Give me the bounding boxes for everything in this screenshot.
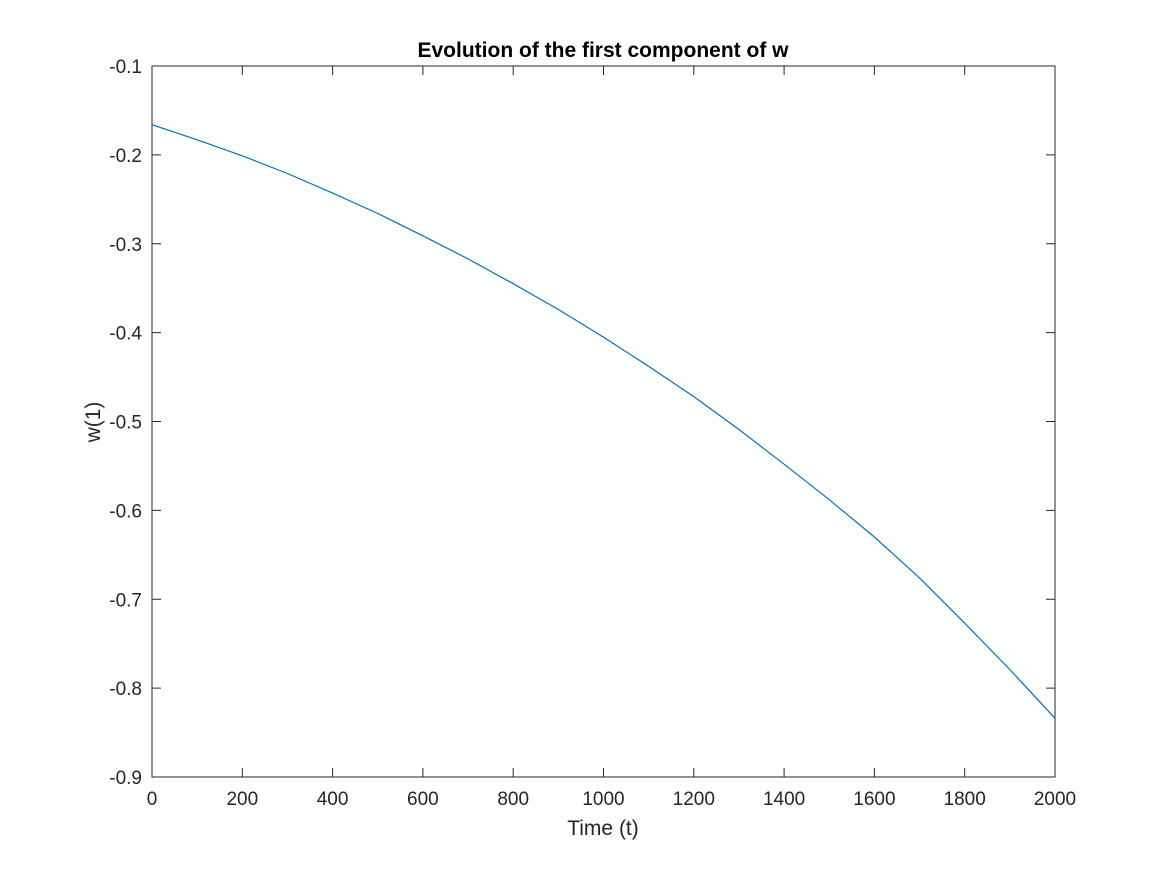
series-line	[151, 124, 1056, 719]
y-tick-label: -0.7	[109, 590, 142, 611]
x-tick-label: 600	[407, 789, 439, 810]
x-tick-label: 1200	[673, 789, 715, 810]
y-tick-label: -0.9	[109, 768, 142, 789]
x-tick-label: 1600	[853, 789, 895, 810]
axes-box	[151, 65, 1056, 778]
x-tick-label: 1800	[944, 789, 986, 810]
chart-title: Evolution of the first component of w	[418, 39, 790, 62]
x-tick-label: 800	[497, 789, 529, 810]
y-tick-label: -0.4	[109, 324, 142, 345]
x-tick-label: 1000	[582, 789, 624, 810]
y-tick-label: -0.8	[109, 679, 142, 700]
x-tick-label: 400	[317, 789, 349, 810]
y-tick-label: -0.3	[109, 235, 142, 256]
x-tick-label: 1400	[763, 789, 805, 810]
x-tick-label: 200	[226, 789, 258, 810]
x-tick-label: 2000	[1034, 789, 1076, 810]
y-tick-label: -0.5	[109, 413, 142, 434]
y-tick-label: -0.1	[109, 57, 142, 78]
x-tick-label: 0	[147, 789, 158, 810]
plot-area: 0 200 400 600 800 1000 1200 1400 1600 1800 2000 -0.…	[109, 57, 1076, 810]
y-tick-label: -0.6	[109, 501, 142, 522]
y-axis-title: w(1)	[82, 402, 105, 444]
x-axis-title: Time (t)	[567, 817, 639, 840]
y-tick-label: -0.2	[109, 146, 142, 167]
